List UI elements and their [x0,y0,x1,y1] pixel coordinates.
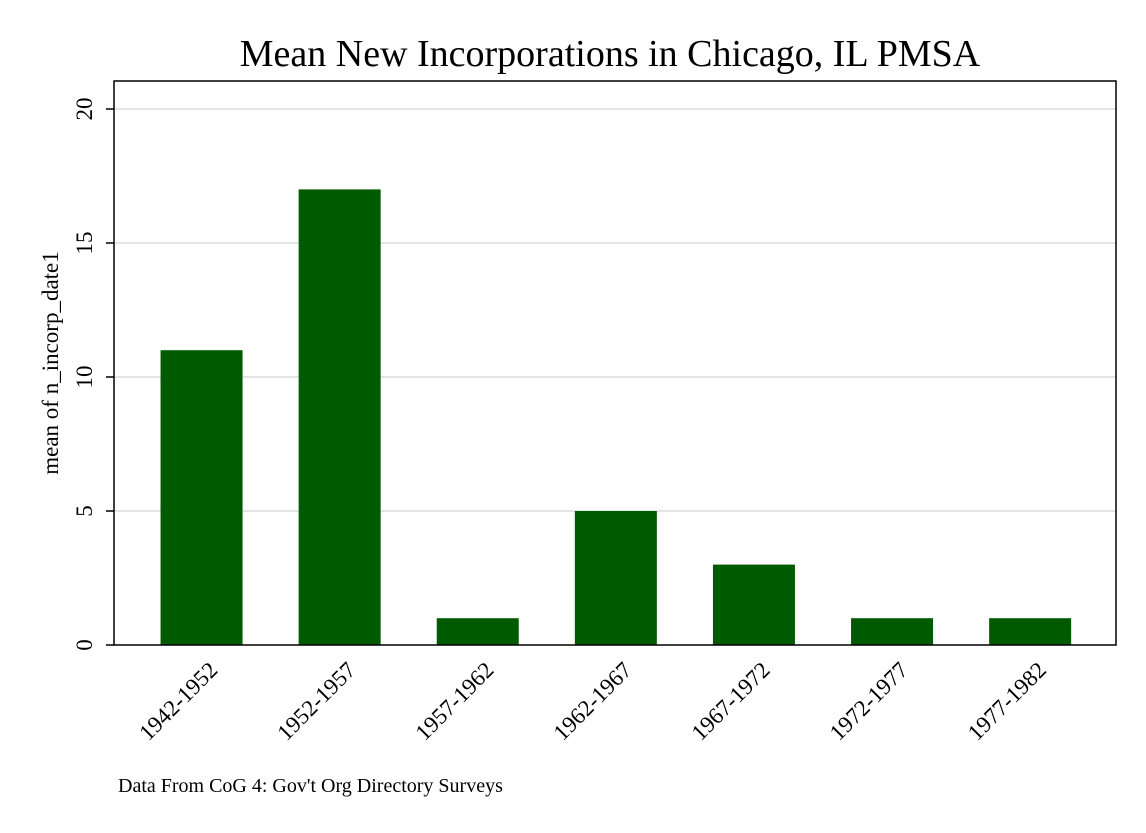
x-tick-label: 1952-1957 [272,657,360,745]
bar-1942-1952 [160,350,243,645]
chart-title: Mean New Incorporations in Chicago, IL P… [240,33,981,75]
y-tick-label: 10 [72,366,97,389]
y-axis-label: mean of n_incorp_date1 [38,251,63,475]
x-tick-label: 1972-1977 [825,657,913,745]
bars [160,189,1072,645]
bar-1967-1972 [712,564,795,645]
y-tick-label: 0 [72,639,97,651]
source-note: Data From CoG 4: Gov't Org Directory Sur… [118,775,503,797]
x-axis-ticks: 1942-1952 1952-1957 1957-1962 1962-1967 1967… [134,657,1051,745]
x-tick-label: 1977-1982 [963,657,1051,745]
bar-1952-1957 [298,189,381,645]
y-axis-ticks: 0 5 10 15 20 [72,98,114,651]
y-tick-label: 20 [72,98,97,121]
x-tick-label: 1942-1952 [134,657,222,745]
bar-1962-1967 [574,511,657,645]
y-tick-label: 15 [72,232,97,255]
bar-1957-1962 [436,618,519,645]
x-tick-label: 1957-1962 [410,657,498,745]
plot-frame [113,80,1117,646]
gridlines [114,108,1116,512]
x-tick-label: 1967-1972 [687,657,775,745]
y-tick-label: 5 [72,505,97,517]
bar-1977-1982 [989,618,1072,645]
x-tick-label: 1962-1967 [549,657,637,745]
bar-1972-1977 [851,618,934,645]
